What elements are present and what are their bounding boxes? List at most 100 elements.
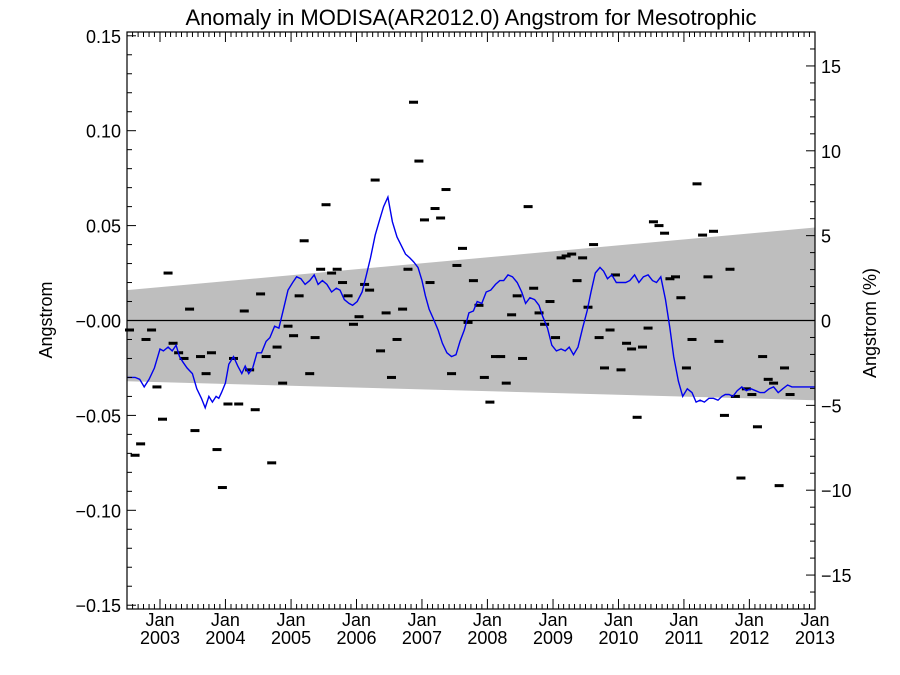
anomaly-point <box>463 320 473 324</box>
anomaly-point <box>709 229 719 233</box>
anomaly-point <box>648 220 658 224</box>
axes-layer: −0.15 −0.10 −0.05 −0.00 0.05 0.10 0.15 −15 −10 −5… <box>75 27 851 648</box>
anomaly-point <box>158 417 168 421</box>
x-tick-label-year: 2012 <box>729 628 769 648</box>
anomaly-point <box>627 347 637 351</box>
anomaly-point <box>168 341 178 345</box>
anomaly-point <box>523 205 533 209</box>
smoothed-line-layer <box>127 194 815 410</box>
anomaly-point <box>769 381 779 385</box>
anomaly-point <box>468 279 478 283</box>
anomaly-point <box>725 267 735 271</box>
anomaly-point <box>201 372 211 376</box>
anomaly-point <box>692 182 702 186</box>
y-right-tick-label: −15 <box>821 566 852 586</box>
chart-title: Anomaly in MODISA(AR2012.0) Angstrom for… <box>185 5 756 30</box>
anomaly-point <box>660 231 670 235</box>
anomaly-point <box>599 366 609 370</box>
anomaly-point <box>256 292 266 296</box>
anomaly-point <box>414 159 424 163</box>
anomaly-point <box>457 246 467 250</box>
y-tick-label: −0.00 <box>75 312 121 332</box>
anomaly-point <box>409 100 419 104</box>
anomaly-point <box>196 355 206 359</box>
anomaly-point <box>763 377 773 381</box>
anomaly-point <box>370 178 380 182</box>
x-tick-label-month: Jan <box>539 610 568 630</box>
anomaly-point <box>654 224 664 228</box>
anomaly-point <box>365 288 375 292</box>
anomaly-point <box>190 429 200 433</box>
y-right-tick-label: 0 <box>821 312 831 332</box>
anomaly-point <box>130 453 140 457</box>
anomaly-point <box>152 385 162 389</box>
anomaly-point <box>272 345 282 349</box>
anomaly-point <box>229 356 239 360</box>
anomaly-point <box>141 337 151 341</box>
anomaly-point <box>687 337 697 341</box>
x-tick-label-month: Jan <box>342 610 371 630</box>
anomaly-point <box>589 243 599 247</box>
y-right-tick-label: 5 <box>821 227 831 247</box>
anomaly-point <box>386 375 396 379</box>
x-tick-label-year: 2008 <box>467 628 507 648</box>
y-axis-right-label: Angstrom (%) <box>860 268 880 378</box>
anomaly-point <box>278 381 288 385</box>
x-tick-label-year: 2006 <box>336 628 376 648</box>
anomaly-point <box>436 216 446 220</box>
anomaly-point <box>747 393 757 397</box>
y-tick-label: −0.15 <box>75 596 121 616</box>
anomaly-point <box>348 322 358 326</box>
anomaly-point <box>147 328 157 332</box>
anomaly-point <box>703 275 713 279</box>
x-tick-label-year: 2009 <box>533 628 573 648</box>
anomaly-point <box>332 267 342 271</box>
anomaly-point <box>485 400 495 404</box>
anomaly-point <box>206 351 216 355</box>
anomaly-point <box>622 341 632 345</box>
anomaly-point <box>250 408 260 412</box>
anomaly-point <box>518 356 528 360</box>
anomaly-point <box>512 294 522 298</box>
anomaly-point <box>698 233 708 237</box>
y-tick-label: −0.10 <box>75 501 121 521</box>
anomaly-point <box>496 355 506 359</box>
anomaly-point <box>419 218 429 222</box>
anomaly-point <box>670 275 680 279</box>
smoothed-anomaly-line <box>127 194 815 410</box>
anomaly-point <box>321 203 331 207</box>
anomaly-point <box>616 368 626 372</box>
y-tick-label: −0.05 <box>75 406 121 426</box>
anomaly-point <box>578 256 588 260</box>
y-tick-label: 0.15 <box>86 27 121 47</box>
anomaly-point <box>714 339 724 343</box>
anomaly-point <box>239 309 249 313</box>
anomaly-point <box>212 448 222 452</box>
anomaly-point <box>403 267 413 271</box>
anomaly-point <box>163 271 173 275</box>
anomaly-point <box>507 313 517 317</box>
anomaly-point <box>343 294 353 298</box>
x-tick-label-month: Jan <box>145 610 174 630</box>
anomaly-point <box>267 461 277 465</box>
y-right-tick-label: −5 <box>821 396 842 416</box>
y-tick-label: 0.10 <box>86 122 121 142</box>
anomaly-point <box>551 336 561 340</box>
anomaly-point <box>223 402 233 406</box>
anomaly-point <box>398 307 408 311</box>
x-tick-label-month: Jan <box>277 610 306 630</box>
anomaly-point <box>376 349 386 353</box>
anomaly-point <box>605 328 615 332</box>
anomaly-point <box>261 355 271 359</box>
anomaly-point <box>540 322 550 326</box>
anomaly-point <box>299 239 309 243</box>
x-tick-label-month: Jan <box>407 610 436 630</box>
x-tick-label-year: 2013 <box>795 628 835 648</box>
y-right-tick-label: 15 <box>821 57 841 77</box>
anomaly-point <box>310 336 320 340</box>
anomaly-point <box>681 366 691 370</box>
anomaly-point <box>638 345 648 349</box>
anomaly-point <box>136 442 146 446</box>
x-tick-label-year: 2010 <box>598 628 638 648</box>
